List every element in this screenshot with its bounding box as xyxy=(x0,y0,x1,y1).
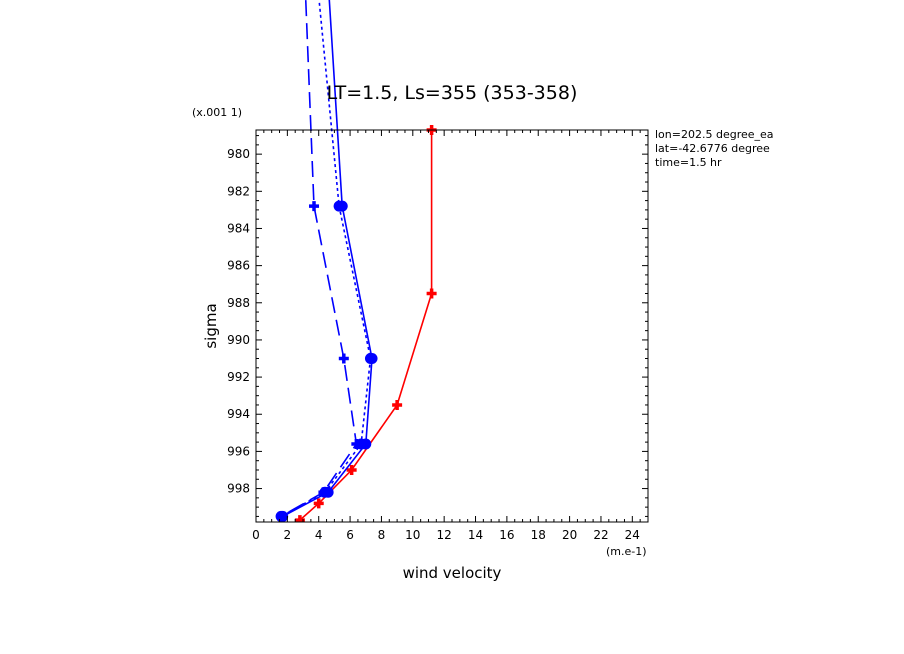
x-tick-label: 20 xyxy=(562,528,577,542)
x-axis-label: wind velocity xyxy=(403,564,502,582)
data-point xyxy=(313,498,324,509)
series-line-1 xyxy=(299,130,433,521)
data-point xyxy=(338,353,349,364)
y-axis-label: sigma xyxy=(202,303,220,348)
series-line-4 xyxy=(280,0,358,518)
x-tick-label: 8 xyxy=(378,528,386,542)
data-point xyxy=(351,438,362,449)
x-tick-label: 4 xyxy=(315,528,323,542)
data-point xyxy=(309,201,320,212)
info-time: time=1.5 hr xyxy=(655,156,722,169)
series-line-3 xyxy=(280,0,372,518)
y-tick-label: 980 xyxy=(227,147,250,161)
info-lon: lon=202.5 degree_ea xyxy=(655,128,774,141)
data-point xyxy=(276,511,287,522)
x-tick-label: 14 xyxy=(468,528,483,542)
x-tick-label: 16 xyxy=(499,528,514,542)
series-layer xyxy=(275,0,437,522)
y-tick-label: 990 xyxy=(227,333,250,347)
x-axis-ticks: 0 2 4 6 8 10 12 14 16 18 20 22 24 xyxy=(252,130,649,542)
x-tick-label: 0 xyxy=(252,528,260,542)
y-tick-label: 984 xyxy=(227,221,250,235)
x-tick-label: 24 xyxy=(625,528,640,542)
x-tick-label: 18 xyxy=(531,528,546,542)
x-axis-units: (m.e-1) xyxy=(606,545,647,558)
data-point xyxy=(346,464,357,475)
y-tick-label: 992 xyxy=(227,370,250,384)
series-line-2 xyxy=(282,0,373,518)
y-tick-label: 998 xyxy=(227,482,250,496)
chart-title: LT=1.5, Ls=355 (353-358) xyxy=(327,82,578,104)
info-lat: lat=-42.6776 degree xyxy=(655,142,770,155)
y-tick-label: 996 xyxy=(227,444,250,458)
y-axis-ticks: 980 982 984 986 988 990 992 994 996 998 xyxy=(227,135,648,517)
x-tick-label: 2 xyxy=(284,528,292,542)
x-tick-label: 12 xyxy=(437,528,452,542)
plot-frame xyxy=(255,129,649,523)
data-point xyxy=(392,399,403,410)
data-point xyxy=(318,487,329,498)
y-tick-label: 994 xyxy=(227,407,250,421)
y-tick-label: 988 xyxy=(227,296,250,310)
x-tick-label: 22 xyxy=(593,528,608,542)
x-tick-label: 10 xyxy=(405,528,420,542)
data-point xyxy=(426,288,437,299)
y-tick-label: 982 xyxy=(227,184,250,198)
x-tick-label: 6 xyxy=(346,528,354,542)
y-tick-label: 986 xyxy=(227,259,250,273)
data-point xyxy=(333,200,345,212)
y-axis-units: (x.001 1) xyxy=(192,106,242,119)
data-point xyxy=(364,353,376,365)
